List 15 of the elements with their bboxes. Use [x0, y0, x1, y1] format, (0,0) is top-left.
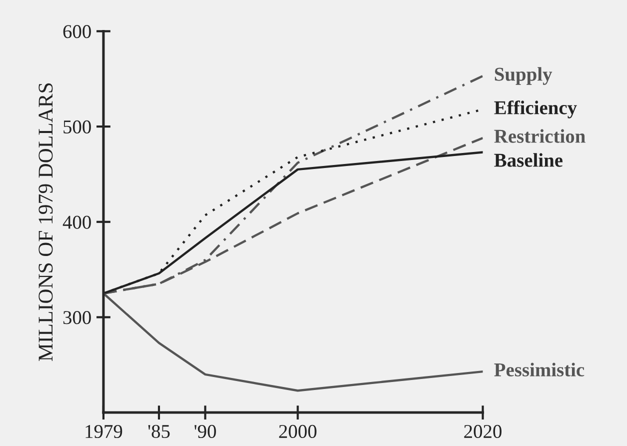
series-label: Efficiency: [494, 100, 577, 118]
y-tick-label: 300: [63, 311, 91, 324]
series-label: Pessimistic: [494, 362, 584, 376]
x-tick-label: 2000: [279, 424, 316, 438]
y-tick-label: 400: [62, 216, 91, 229]
y-axis-title: MILLIONS OF 1979 DOLLARS: [38, 83, 53, 362]
x-tick-label: 1979: [86, 424, 122, 438]
x-tick-label: '85: [148, 424, 170, 438]
x-tick-label: '90: [194, 424, 216, 438]
series-label: Restriction: [494, 129, 586, 143]
series-label: Baseline: [494, 153, 563, 167]
series-label: Supply: [494, 67, 552, 85]
y-tick-label: 600: [63, 25, 91, 38]
x-tick-label: 2020: [464, 424, 502, 438]
y-tick-label: 500: [64, 120, 91, 134]
